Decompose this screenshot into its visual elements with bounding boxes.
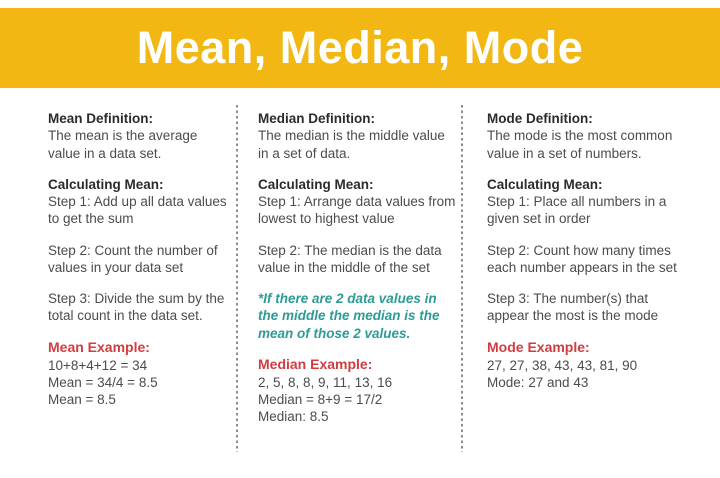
mode-example-line: Mode: 27 and 43 xyxy=(487,374,589,390)
mean-step-3: Step 3: Divide the sum by the total coun… xyxy=(48,291,225,324)
mode-example-heading: Mode Example: xyxy=(487,338,590,355)
columns-container: Mean Definition: The mean is the average… xyxy=(0,88,720,478)
mean-example-heading: Mean Example: xyxy=(48,338,150,355)
median-calc-heading: Calculating Mean: xyxy=(258,176,374,192)
median-definition-heading: Median Definition: xyxy=(258,111,375,126)
median-step-1: Step 1: Arrange data values from lowest … xyxy=(258,194,456,227)
median-example-line: 2, 5, 8, 8, 9, 11, 13, 16 xyxy=(258,374,393,390)
header-banner: Mean, Median, Mode xyxy=(0,8,720,88)
mean-example-block: Mean Example: 10+8+4+12 = 34 Mean = 34/4… xyxy=(48,339,228,409)
median-example-block: Median Example: 2, 5, 8, 8, 9, 11, 13, 1… xyxy=(258,356,456,426)
mode-calc-heading: Calculating Mean: xyxy=(487,176,603,192)
mode-step-1: Step 1: Place all numbers in a given set… xyxy=(487,194,667,227)
mean-example-line: Mean = 34/4 = 8.5 xyxy=(48,374,158,390)
median-example-line: Median = 8+9 = 17/2 xyxy=(258,392,383,408)
mode-step-3: Step 3: The number(s) that appear the mo… xyxy=(487,291,659,324)
mode-column: Mode Definition: The mode is the most co… xyxy=(487,110,691,391)
column-divider-2 xyxy=(461,105,463,452)
median-two-values-note: *If there are 2 data values in the middl… xyxy=(258,291,440,341)
mean-definition-heading: Mean Definition: xyxy=(48,111,153,126)
mean-example-line: 10+8+4+12 = 34 xyxy=(48,357,148,373)
mode-definition-text: The mode is the most common value in a s… xyxy=(487,128,673,161)
median-column: Median Definition: The median is the mid… xyxy=(258,110,456,426)
median-definition-text: The median is the middle value in a set … xyxy=(258,128,445,161)
page-title: Mean, Median, Mode xyxy=(136,22,584,73)
mean-definition-text: The mean is the average value in a data … xyxy=(48,128,198,161)
mean-step-1: Step 1: Add up all data values to get th… xyxy=(48,194,227,227)
median-step-2: Step 2: The median is the data value in … xyxy=(258,242,442,275)
mode-example-line: 27, 27, 38, 43, 43, 81, 90 xyxy=(487,357,638,373)
median-example-heading: Median Example: xyxy=(258,355,373,372)
mean-column: Mean Definition: The mean is the average… xyxy=(48,110,228,408)
median-example-line: Median: 8.5 xyxy=(258,409,329,425)
mode-definition-heading: Mode Definition: xyxy=(487,111,593,126)
mode-step-2: Step 2: Count how many times each number… xyxy=(487,242,677,275)
mean-step-2: Step 2: Count the number of values in yo… xyxy=(48,242,218,275)
mean-calc-heading: Calculating Mean: xyxy=(48,176,164,192)
mode-example-block: Mode Example: 27, 27, 38, 43, 43, 81, 90… xyxy=(487,339,691,391)
mean-example-line: Mean = 8.5 xyxy=(48,392,116,408)
column-divider-1 xyxy=(236,105,238,452)
